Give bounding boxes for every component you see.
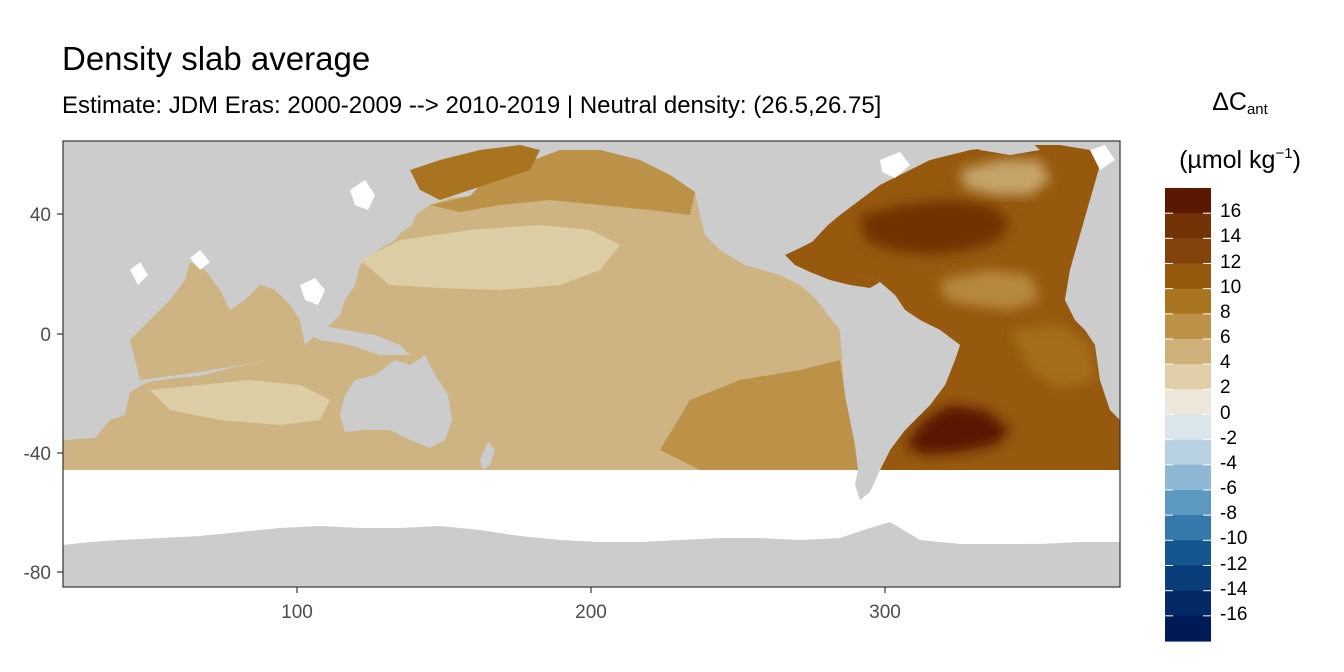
south-atlantic-mid (1010, 325, 1095, 390)
south-atlantic-core (905, 405, 1010, 455)
colorbar-swatch (1165, 490, 1211, 516)
legend-label: -10 (1220, 528, 1248, 550)
legend-label: 16 (1220, 201, 1242, 223)
y-tick-label: 40 (30, 205, 51, 226)
colorbar (1165, 188, 1211, 642)
south-america-land (828, 288, 960, 500)
legend-title-units: (µmol kg−1) (1179, 145, 1301, 174)
y-tick-label: -80 (24, 563, 51, 584)
legend-label: -2 (1220, 427, 1237, 449)
legend-title: ΔCant (µmol kg−1) (1160, 80, 1320, 182)
x-tick-label: 100 (281, 602, 313, 623)
colorbar-swatch (1165, 615, 1211, 642)
southeast-pacific-dark (660, 360, 858, 470)
colorbar-swatch (1165, 540, 1211, 567)
north-atlantic-core (860, 200, 1010, 255)
africa-land (1065, 190, 1120, 420)
colorbar-swatch (1165, 464, 1211, 491)
colorbar-swatch (1165, 364, 1211, 390)
legend-label: 6 (1220, 327, 1231, 348)
legend-label: 14 (1220, 226, 1242, 248)
colorbar-swatch (1165, 188, 1211, 214)
antarctica-land (63, 522, 1120, 587)
legend-title-variable: ΔCant (1212, 88, 1268, 118)
legend-label: -12 (1220, 553, 1248, 575)
legend-label: -6 (1220, 478, 1237, 499)
x-tick-label: 300 (869, 602, 901, 623)
legend-label: 8 (1220, 301, 1231, 323)
y-tick-label: 0 (40, 325, 51, 346)
legend-label: -8 (1220, 503, 1237, 525)
plot-title: Density slab average (62, 40, 371, 77)
legend-label: 4 (1220, 352, 1231, 374)
legend-label: -4 (1220, 452, 1237, 474)
colorbar-swatch (1165, 439, 1211, 466)
legend-label: -14 (1220, 578, 1248, 600)
colorbar-swatch (1165, 238, 1211, 265)
legend-label: 10 (1220, 276, 1242, 298)
greenland-land (960, 141, 1040, 155)
indian-light-band (150, 380, 330, 425)
madagascar-land (118, 388, 128, 412)
legend-label: -16 (1220, 603, 1248, 625)
colorbar-swatch (1165, 313, 1211, 340)
indonesia-land (300, 325, 410, 355)
australia-land (340, 355, 452, 448)
y-axis (57, 213, 63, 573)
arabian-sea (130, 262, 305, 380)
colorbar-swatch (1165, 414, 1211, 441)
y-tick-label: -40 (24, 444, 51, 465)
new-zealand-land (480, 442, 495, 470)
plot-subtitle: Estimate: JDM Eras: 2000-2009 --> 2010-2… (62, 92, 882, 119)
colorbar-swatch (1165, 389, 1211, 416)
colorbar-swatch (1165, 339, 1211, 365)
okhotsk-sea (410, 145, 540, 200)
colorbar-swatch (1165, 515, 1211, 541)
x-tick-label: 200 (575, 602, 607, 623)
central-america-land (700, 210, 800, 265)
colorbar-swatch (1165, 288, 1211, 315)
north-atlantic-light (960, 160, 1050, 195)
subtropical-atlantic-light (940, 270, 1040, 310)
colorbar-swatch (1165, 213, 1211, 239)
colorbar-swatch (1165, 590, 1211, 617)
coast-accents (130, 145, 1115, 305)
japan-land (400, 205, 418, 232)
legend-label: 2 (1220, 377, 1231, 399)
north-pacific-dark (430, 150, 695, 215)
x-axis (296, 587, 886, 593)
colorbar-swatch (1165, 565, 1211, 592)
legend-label: 12 (1220, 251, 1242, 273)
colorbar-swatch (1165, 263, 1211, 290)
legend-label: 0 (1220, 402, 1231, 424)
southern-ocean-nodata (63, 470, 1120, 542)
pacific-light-band (360, 225, 620, 290)
caribbean-sea (785, 242, 880, 288)
